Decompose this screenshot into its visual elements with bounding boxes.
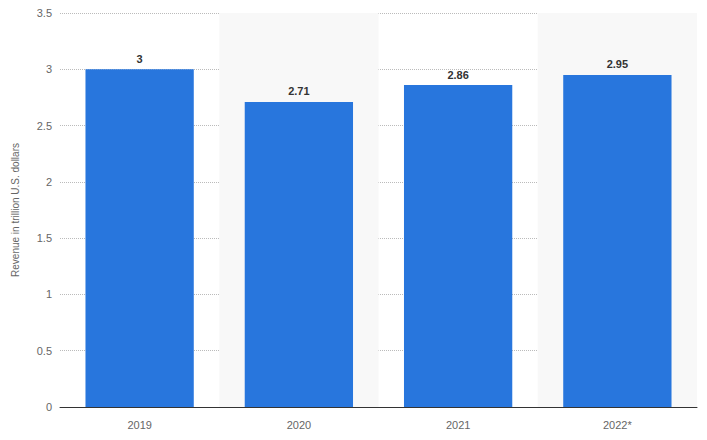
svg-text:0.5: 0.5 bbox=[37, 345, 52, 357]
svg-text:3.5: 3.5 bbox=[37, 7, 52, 19]
svg-text:2021: 2021 bbox=[446, 419, 470, 431]
svg-text:3: 3 bbox=[137, 53, 143, 65]
svg-text:2: 2 bbox=[46, 176, 52, 188]
svg-text:2.5: 2.5 bbox=[37, 120, 52, 132]
svg-text:0: 0 bbox=[46, 401, 52, 413]
svg-text:1.5: 1.5 bbox=[37, 232, 52, 244]
svg-text:2.95: 2.95 bbox=[607, 58, 628, 70]
svg-text:2.71: 2.71 bbox=[288, 85, 309, 97]
svg-text:2022*: 2022* bbox=[603, 419, 632, 431]
svg-text:2020: 2020 bbox=[287, 419, 311, 431]
svg-text:3: 3 bbox=[46, 63, 52, 75]
svg-text:Revenue in trillion U.S. dolla: Revenue in trillion U.S. dollars bbox=[10, 143, 21, 277]
svg-text:2.86: 2.86 bbox=[447, 69, 468, 81]
svg-text:2019: 2019 bbox=[127, 419, 151, 431]
svg-text:1: 1 bbox=[46, 288, 52, 300]
